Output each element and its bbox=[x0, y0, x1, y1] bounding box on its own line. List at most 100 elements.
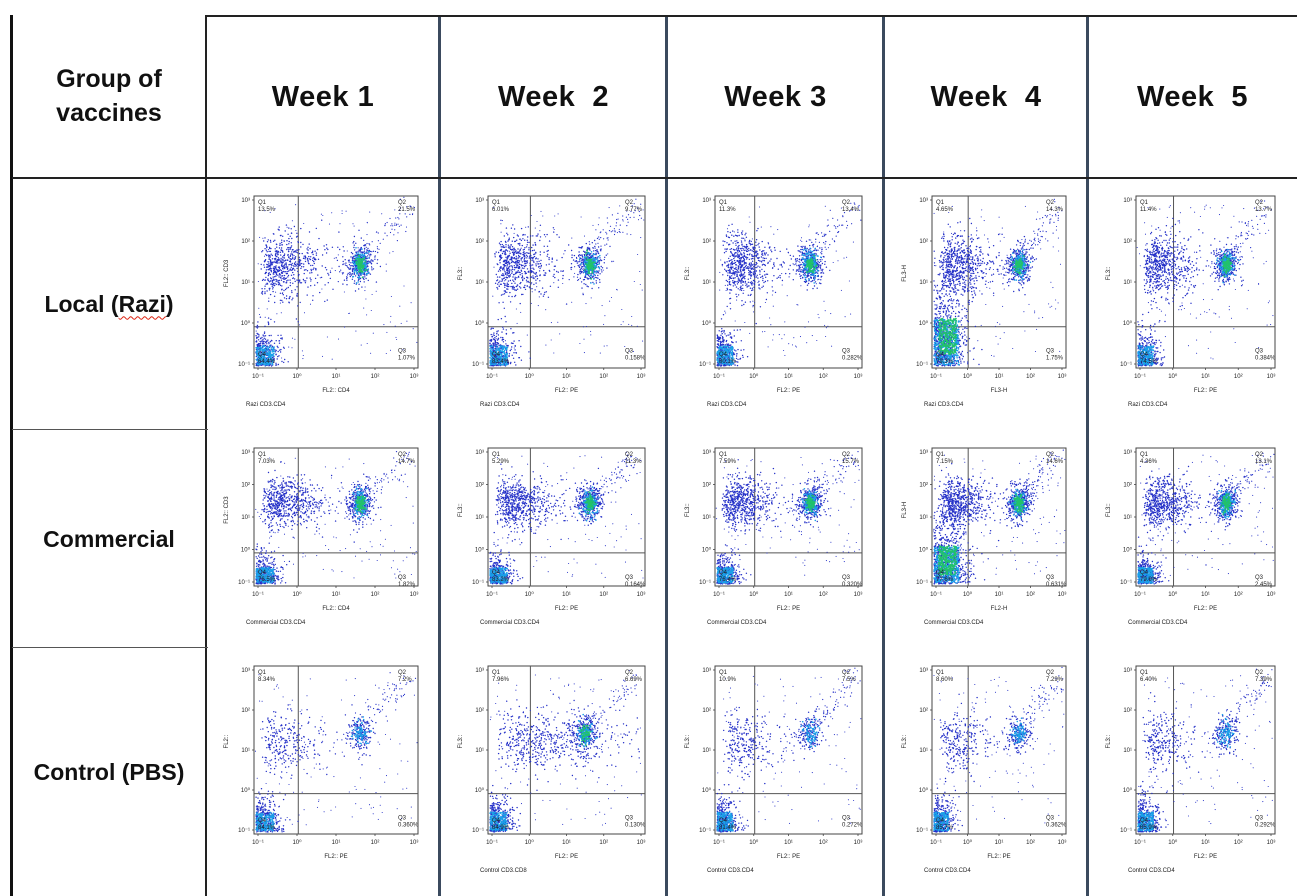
x-tick-label: 10³ bbox=[1058, 374, 1067, 380]
quadrant-value-q4: 83.2% bbox=[492, 577, 510, 583]
flow-plot-r3-w2: Q1 7.96% Q2 6.69% Q3 0.130% Q4 84.9% 10³ 10² 10¹ 10… bbox=[440, 648, 667, 896]
x-tick-label: 10¹ bbox=[1201, 374, 1210, 380]
quadrant-value-q2: 14.3% bbox=[1046, 207, 1064, 213]
quadrant-value-q2: 13.4% bbox=[842, 207, 860, 213]
quadrant-label-q3: Q3 bbox=[842, 575, 851, 581]
quadrant-value-q1: 7.03% bbox=[258, 459, 276, 465]
x-tick-label: 10⁰ bbox=[292, 591, 302, 598]
quadrant-label-q2: Q2 bbox=[1255, 670, 1264, 676]
quadrant-label-q1: Q1 bbox=[1140, 200, 1149, 206]
x-tick-label: 10⁻¹ bbox=[930, 592, 942, 598]
scatter-points bbox=[933, 449, 1066, 585]
row-label-2: Commercial bbox=[12, 430, 206, 648]
y-tick-label: 10² bbox=[475, 483, 484, 489]
y-axis-label: FL3:: bbox=[458, 503, 464, 517]
quadrant-value-q1: 4.36% bbox=[1140, 459, 1158, 465]
quadrant-value-q4: 84.9% bbox=[492, 825, 510, 831]
x-tick-label: 10⁻¹ bbox=[486, 840, 498, 846]
x-tick-label: 10² bbox=[819, 374, 828, 380]
y-tick-label: 10¹ bbox=[475, 280, 484, 286]
y-tick-label: 10⁰ bbox=[702, 547, 712, 554]
quadrant-value-q4: 83.4% bbox=[492, 359, 510, 365]
x-tick-label: 10⁰ bbox=[749, 839, 759, 846]
row-label-text: Local ( bbox=[44, 291, 118, 318]
x-tick-label: 10⁰ bbox=[292, 839, 302, 846]
quadrant-value-q1: 5.29% bbox=[492, 459, 510, 465]
x-tick-label: 10² bbox=[371, 592, 380, 598]
plot-frame bbox=[253, 447, 419, 587]
x-axis-label: FL2:: PE bbox=[1194, 606, 1217, 612]
x-tick-label: 10⁻¹ bbox=[486, 592, 498, 598]
x-tick-label: 10⁰ bbox=[1168, 591, 1178, 598]
row-divider bbox=[12, 429, 208, 430]
y-tick-label: 10² bbox=[1123, 708, 1132, 714]
quadrant-value-q2: 14.6% bbox=[1046, 459, 1064, 465]
flow-plot-r2-w2: Q1 5.29% Q2 11.3% Q3 0.164% Q4 83.2% 10³ 10² 10¹ 10… bbox=[440, 430, 667, 648]
x-tick-label: 10⁰ bbox=[292, 373, 302, 380]
scatter-points bbox=[489, 451, 644, 585]
plot-caption: Razi CD3.CD4 bbox=[1128, 402, 1168, 408]
y-tick-label: 10² bbox=[475, 239, 484, 245]
x-tick-label: 10² bbox=[599, 592, 608, 598]
y-axis-label: FL3:: bbox=[685, 266, 691, 280]
quadrant-value-q2: 7.39% bbox=[1255, 677, 1273, 683]
y-tick-label: 10⁰ bbox=[702, 320, 712, 327]
x-tick-label: 10⁻¹ bbox=[930, 374, 942, 380]
x-axis-label: FL2:: PE bbox=[555, 606, 578, 612]
flow-plot-r2-w4: Q1 7.15% Q2 14.6% Q3 0.631% Q4 77.6% 10³ 10² 10¹ 10… bbox=[884, 430, 1088, 648]
scatter-points bbox=[1137, 668, 1273, 833]
quadrant-label-q1: Q1 bbox=[1140, 670, 1149, 676]
y-tick-label: 10⁰ bbox=[1123, 320, 1133, 327]
quadrant-label-q2: Q2 bbox=[1046, 200, 1055, 206]
y-axis-label: FL3-H bbox=[902, 502, 908, 519]
quadrant-label-q4: Q4 bbox=[719, 570, 728, 576]
plot-caption: Razi CD3.CD4 bbox=[924, 402, 964, 408]
quadrant-label-q1: Q1 bbox=[1140, 452, 1149, 458]
flow-plot-r1-w3: Q1 11.3% Q2 13.4% Q3 0.282% Q4 80.1% 10³ 10² 10¹ 10… bbox=[667, 178, 884, 430]
quadrant-label-q4: Q4 bbox=[1140, 818, 1149, 824]
column-divider bbox=[10, 15, 13, 896]
plot-frame bbox=[714, 447, 863, 587]
y-tick-label: 10¹ bbox=[919, 748, 928, 754]
quadrant-value-q2: 9.77% bbox=[625, 207, 643, 213]
y-axis-label: FL3:: bbox=[1106, 734, 1112, 748]
quadrant-value-q1: 7.96% bbox=[492, 677, 510, 683]
scatter-points bbox=[1136, 200, 1274, 367]
y-tick-label: 10⁰ bbox=[241, 787, 251, 794]
quadrant-label-q1: Q1 bbox=[936, 670, 945, 676]
x-tick-label: 10⁻¹ bbox=[713, 592, 725, 598]
x-tick-label: 10¹ bbox=[332, 374, 341, 380]
quadrant-label-q2: Q2 bbox=[625, 670, 634, 676]
y-tick-label: 10³ bbox=[702, 668, 711, 674]
header-week-1: Week 1 bbox=[206, 17, 440, 177]
x-tick-label: 10³ bbox=[1058, 592, 1067, 598]
y-tick-label: 10⁰ bbox=[919, 547, 929, 554]
quadrant-value-q1: 11.3% bbox=[719, 207, 736, 213]
row-divider bbox=[205, 15, 1297, 17]
quadrant-label-q3: Q3 bbox=[842, 816, 851, 822]
y-tick-label: 10³ bbox=[475, 198, 484, 204]
y-tick-label: 10² bbox=[919, 483, 928, 489]
y-tick-label: 10² bbox=[241, 483, 250, 489]
x-axis-label: FL2:: PE bbox=[1194, 388, 1217, 394]
quadrant-value-q1: 8.34% bbox=[258, 677, 276, 683]
quadrant-label-q1: Q1 bbox=[492, 670, 501, 676]
x-tick-label: 10² bbox=[1234, 374, 1243, 380]
quadrant-value-q3: 0.130% bbox=[625, 823, 646, 829]
plot-caption: Control CD3.CD8 bbox=[480, 868, 527, 874]
quadrant-label-q2: Q2 bbox=[1255, 452, 1264, 458]
x-tick-label: 10¹ bbox=[784, 840, 793, 846]
x-tick-label: 10² bbox=[1026, 592, 1035, 598]
quadrant-value-q1: 11.4% bbox=[1140, 207, 1157, 213]
plot-caption: Control CD3.CD4 bbox=[924, 868, 971, 874]
plot-frame bbox=[1135, 665, 1276, 835]
y-tick-label: 10³ bbox=[702, 198, 711, 204]
y-tick-label: 10³ bbox=[919, 668, 928, 674]
y-axis-label: FL3:: bbox=[1106, 503, 1112, 517]
quadrant-value-q3: 0.272% bbox=[842, 823, 863, 829]
row-label-suffix: ) bbox=[166, 291, 174, 318]
plot-frame bbox=[714, 665, 863, 835]
x-tick-label: 10¹ bbox=[784, 592, 793, 598]
quadrant-value-q1: 4.65% bbox=[936, 207, 954, 213]
quadrant-value-q1: 6.40% bbox=[1140, 677, 1158, 683]
